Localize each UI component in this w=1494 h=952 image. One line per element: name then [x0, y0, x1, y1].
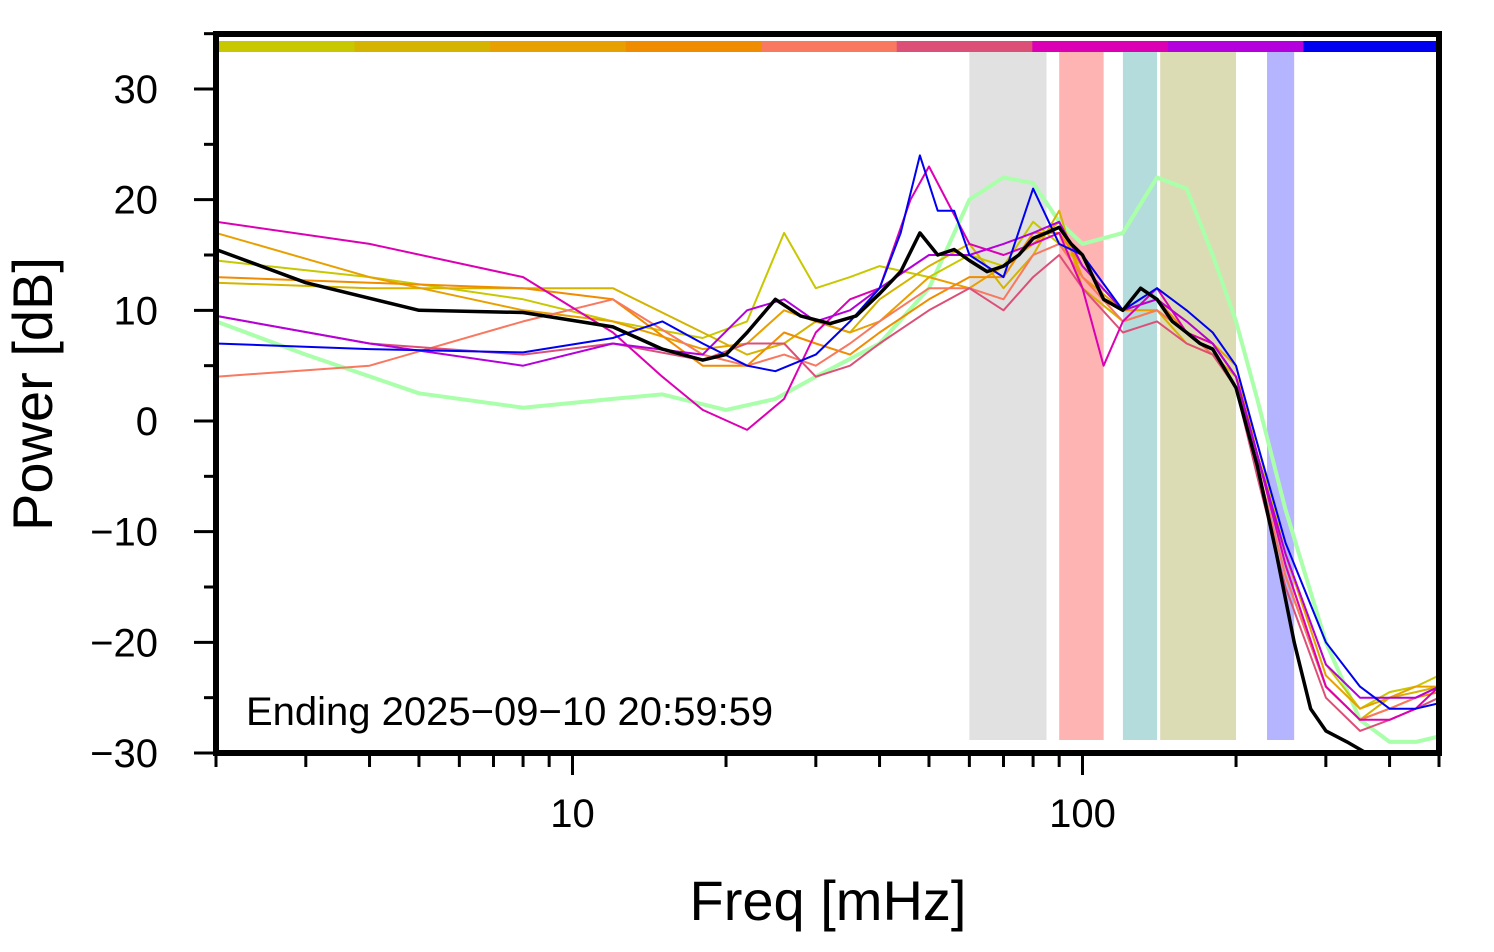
- strip-segment-2: [490, 41, 627, 52]
- strip-segment-3: [625, 41, 762, 52]
- plot-frame: [213, 31, 1442, 756]
- strip-segment-4: [761, 41, 898, 52]
- band-3: [1160, 52, 1237, 740]
- strip-segment-5: [896, 41, 1033, 52]
- series-line-7: [216, 165, 1439, 721]
- band-0: [969, 52, 1047, 740]
- strip-segment-6: [1032, 41, 1169, 52]
- series-line-0: [216, 175, 1439, 744]
- band-4: [1266, 52, 1295, 740]
- series-line-6: [216, 254, 1439, 732]
- series-line-10: [216, 225, 1374, 753]
- x-axis-title: Freq [mHz]: [690, 869, 967, 932]
- y-tick-label: −30: [90, 732, 158, 776]
- series-line-5: [216, 242, 1439, 721]
- series-line-9: [216, 154, 1439, 710]
- y-tick-label: 30: [114, 68, 159, 112]
- y-tick-label: −20: [90, 621, 158, 665]
- annotation: Ending 2025−09−10 20:59:59: [246, 690, 773, 734]
- strip-segment-8: [1303, 41, 1440, 52]
- series-lines: [216, 154, 1439, 753]
- strip-segment-1: [354, 41, 491, 52]
- strip-segment-0: [219, 41, 356, 52]
- frequency-bands: [969, 52, 1295, 740]
- series-line-8: [216, 220, 1439, 699]
- band-1: [1059, 52, 1104, 740]
- y-tick-label: −10: [90, 511, 158, 555]
- x-tick-label: 10: [550, 792, 595, 836]
- y-tick-label: 20: [114, 179, 159, 223]
- top-color-strip: [219, 41, 1440, 52]
- x-tick-label: 100: [1049, 792, 1116, 836]
- strip-segment-7: [1167, 41, 1304, 52]
- y-tick-label: 10: [114, 289, 159, 333]
- y-axis-title: Power [dB]: [1, 257, 64, 531]
- y-tick-label: 0: [136, 400, 158, 444]
- band-2: [1122, 52, 1158, 740]
